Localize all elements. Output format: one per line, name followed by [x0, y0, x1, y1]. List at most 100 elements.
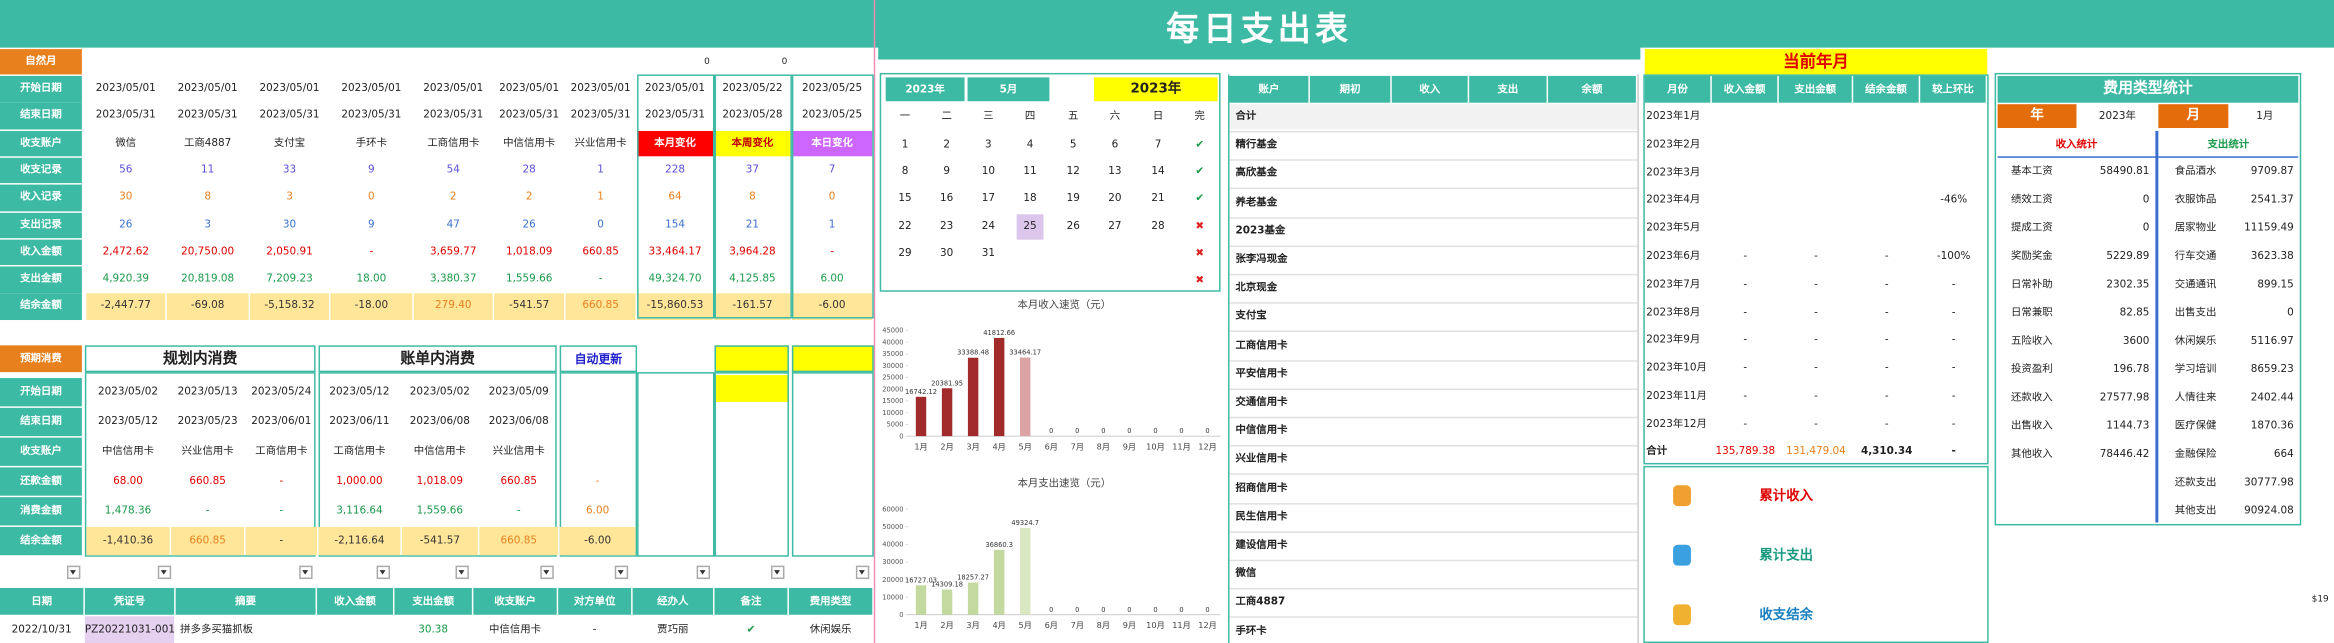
calendar-year: 2023年 — [885, 77, 965, 102]
calendar-day: 27 — [1108, 219, 1122, 232]
planned-cell: 2023/05/12 — [97, 415, 159, 428]
account-name: 北京现金 — [1235, 281, 1278, 294]
summary-cell: 3,964.28 — [729, 245, 776, 258]
summary-cell: 支付宝 — [273, 136, 306, 149]
planned-cell: - — [279, 474, 284, 487]
monthly-cell: 2023年5月 — [1646, 222, 1701, 234]
monthly-header: 收入金额 — [1711, 75, 1778, 103]
ledger-cell: 30.38 — [418, 623, 449, 636]
summary-cell: 3,659.77 — [430, 245, 477, 258]
accounts-frame — [1228, 74, 1639, 643]
summary-cell: 2023/05/31 — [423, 109, 484, 122]
y-tick-label: 25000 — [882, 374, 903, 382]
stat-name: 交通通讯 — [2174, 278, 2217, 291]
value-label: 18257.27 — [957, 574, 989, 582]
monthly-cell: -100% — [1936, 250, 1971, 262]
filter-arrow — [699, 570, 706, 575]
page-title: 每日支出表 — [1166, 10, 1353, 50]
calendar-day: 29 — [898, 246, 912, 259]
stat-name: 投资盈利 — [2010, 363, 2053, 376]
x-tick-label: 3月 — [966, 442, 979, 452]
x-tick-label: 3月 — [966, 620, 979, 630]
stat-name: 行车交通 — [2174, 250, 2217, 262]
value-label: 16742.12 — [905, 388, 937, 396]
stat-name: 医疗保健 — [2174, 419, 2217, 432]
bar — [1020, 357, 1031, 437]
summary-cell: 154 — [665, 218, 685, 230]
filter-arrow — [302, 570, 309, 575]
summary-cell: -18.00 — [330, 293, 413, 320]
account-header: 账户 — [1229, 75, 1309, 103]
ledger-header: 经办人 — [632, 587, 714, 615]
calendar-mark: ✔ — [1195, 138, 1205, 151]
value-label: 41812.66 — [983, 329, 1015, 337]
stat-value: 3623.38 — [2250, 250, 2294, 262]
summary-cell: 2023/05/22 — [722, 81, 783, 94]
account-name: 兴业信用卡 — [1235, 453, 1288, 465]
ledger-cell: ✔ — [746, 623, 756, 636]
summary-cell: 37 — [745, 163, 760, 176]
group-header: 规划内消费 — [84, 345, 316, 373]
summary-cell: -541.57 — [494, 293, 565, 320]
summary-cell: -15,860.53 — [637, 293, 714, 320]
row-line — [1229, 502, 1638, 504]
monthly-header: 较上环比 — [1920, 75, 1986, 103]
bar — [967, 357, 979, 437]
summary-cell: -161.57 — [714, 293, 791, 320]
calendar-day: 24 — [981, 219, 996, 232]
stats-month-label: 月 — [2158, 104, 2229, 129]
weekday: 四 — [1024, 110, 1036, 123]
y-tick-label: 45000 — [882, 327, 903, 335]
expense-title: 支出统计 — [2207, 138, 2250, 151]
stat-value: 2302.35 — [2106, 278, 2150, 291]
summary-cell: 2023/05/01 — [95, 81, 156, 94]
monthly-cell: 135,789.38 — [1715, 445, 1776, 457]
summary-cell: 手环卡 — [355, 136, 388, 149]
planned-cell: 1,478.36 — [104, 504, 152, 517]
monthly-cell: - — [1814, 306, 1818, 318]
ledger-cell: 2022/10/31 — [11, 623, 72, 636]
summary-cell: 2023/05/31 — [570, 109, 631, 122]
account-name: 平安信用卡 — [1235, 367, 1288, 380]
calendar-day: 26 — [1066, 219, 1080, 232]
monthly-cell: - — [1743, 334, 1748, 346]
income-title: 收入统计 — [2055, 138, 2098, 151]
value-label: 33464.17 — [1009, 349, 1041, 357]
summary-cell: 2,050.91 — [266, 245, 313, 258]
row-line — [1229, 445, 1638, 447]
row-line — [1229, 588, 1638, 589]
calendar-day: 10 — [981, 165, 996, 178]
monthly-cell: - — [1884, 278, 1889, 290]
monthly-cell: - — [1951, 361, 1956, 374]
y-tick-label: 20000 — [882, 385, 903, 393]
stat-name: 基本工资 — [2010, 165, 2053, 178]
summary-cell: 2023/05/31 — [644, 109, 706, 122]
ledger-cell: 贾巧丽 — [657, 623, 689, 636]
row-label: 收入金额 — [0, 239, 82, 266]
monthly-cell: - — [1743, 306, 1748, 318]
monthly-cell: - — [1951, 445, 1956, 457]
summary-cell: 2023/05/31 — [499, 109, 560, 122]
calendar-day: 25 — [1016, 213, 1044, 240]
monthly-cell: - — [1884, 417, 1889, 430]
monthly-cell: - — [1814, 361, 1818, 374]
summary-button[interactable]: 收支结余 — [1759, 608, 1814, 624]
bar — [915, 396, 927, 437]
stats-title: 费用类型统计 — [1997, 75, 2299, 103]
summary-button[interactable]: 累计支出 — [1759, 549, 1814, 565]
y-tick-label: 0 — [899, 611, 903, 619]
summary-button[interactable]: 累计收入 — [1759, 489, 1814, 505]
row-label: 收支账户 — [0, 437, 82, 466]
summary-cell: 228 — [665, 163, 685, 176]
monthly-cell: - — [1743, 361, 1748, 374]
value-label: 0 — [1179, 606, 1183, 614]
weekday: 五 — [1068, 110, 1079, 123]
row-line — [1229, 388, 1638, 389]
summary-cell: 1,559.66 — [505, 272, 553, 285]
monthly-header: 月份 — [1644, 75, 1711, 103]
planned-cell: 2023/06/08 — [488, 415, 549, 428]
calendar-day: 14 — [1151, 165, 1165, 178]
filter-arrow — [543, 570, 550, 575]
